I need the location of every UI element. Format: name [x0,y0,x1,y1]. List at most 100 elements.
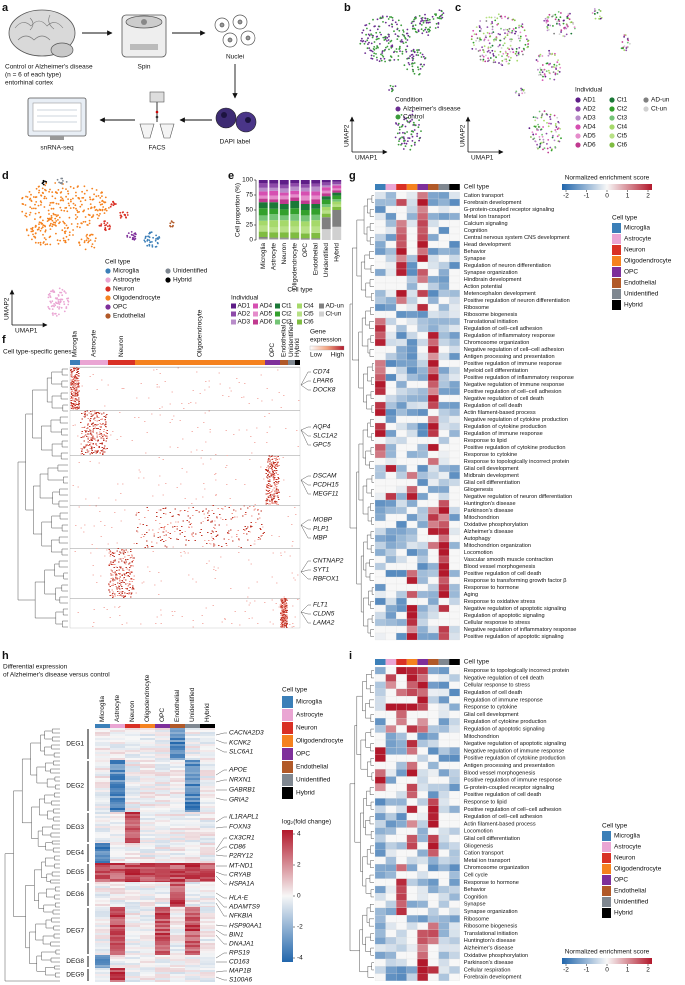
gene-connector [300,384,311,391]
expression-cell [106,436,108,438]
cell-dot [536,117,539,120]
enrichment-cell [374,681,386,689]
cell-dot [81,190,83,193]
cell-dot [57,189,60,191]
enrichment-cell [396,674,407,682]
expression-cell [72,408,74,410]
fold-change-cell [140,802,155,804]
cell-dot [391,25,394,28]
enrichment-cell [374,387,386,396]
expression-cell [228,506,231,508]
expression-cell [118,578,120,579]
expression-cell [270,474,273,476]
cell-dot [77,197,80,199]
dendrogram-branch [61,584,68,592]
cell-dot [148,239,151,242]
expression-cell [73,406,76,408]
cell-dot [47,219,50,222]
cell-dot [146,244,149,247]
enrichment-cell [374,520,386,529]
cell-dot [407,137,409,139]
expression-cell [199,532,202,534]
expression-cell [278,606,280,608]
expression-cell [275,603,277,605]
expression-cell [99,442,101,444]
enrichment-cell [406,457,418,466]
enrichment-cell [427,205,439,214]
expression-cell [131,592,133,594]
enrichment-cell [417,681,429,689]
heatmap-title: of Alzheimer's disease versus control [3,672,110,679]
expression-cell [278,491,280,493]
expression-cell [187,574,190,576]
step-label: Nuclei [226,54,244,61]
expression-cell [269,426,271,428]
cell-dot [404,36,406,39]
cell-dot [507,55,510,58]
legend-label: AD-un [651,97,670,104]
cell-dot [38,189,41,192]
fold-change-cell [200,802,215,804]
expression-cell [265,469,268,471]
enrichment-cell [449,590,460,599]
legend-marker [609,97,615,103]
fold-change-cell [95,796,110,798]
fold-change-cell [125,788,140,790]
enrichment-cell [406,450,418,459]
dendrogram-branch [369,573,374,581]
cell-dot [425,21,428,24]
expression-cell [129,562,131,564]
expression-cell [201,615,204,617]
expression-cell [89,376,92,378]
bar-segment [258,202,268,209]
cell-dot [88,240,90,243]
expression-cell [277,477,280,479]
expression-cell [265,501,267,503]
dendrogram-branch [370,531,374,539]
expression-cell [76,400,79,402]
enrichment-cell [396,359,407,368]
cell-dot [52,289,54,291]
expression-cell [275,492,277,494]
enrichment-cell [427,506,439,515]
expression-cell [71,376,73,378]
cell-dot [485,20,488,22]
expression-cell [238,382,240,383]
expression-cell [211,539,214,541]
fold-change-cell [110,788,125,790]
enrichment-cell [374,380,386,389]
cell-dot [420,24,423,26]
expression-cell [115,499,117,501]
expression-cell [99,433,102,435]
enrichment-cell [406,240,418,249]
expression-cell [249,531,252,533]
cell-dot [554,54,556,56]
expression-cell [280,601,283,603]
expression-cell [248,458,251,460]
cell-dot [21,210,24,213]
colorbar-label: High [331,352,345,359]
expression-cell [127,571,130,573]
expression-cell [100,437,103,439]
dendrogram-branch [371,962,374,971]
enrichment-cell [449,373,460,382]
fold-change-cell [95,750,110,752]
enrichment-cell [396,513,407,522]
enrichment-cell [374,625,386,634]
fold-change-cell [110,776,125,778]
dendrogram-branch [51,515,63,529]
enrichment-cell [417,352,429,361]
cell-dot [541,113,544,116]
cell-dot [47,296,50,299]
expression-cell [138,469,141,471]
enrichment-cell [385,394,397,403]
enrichment-cell [385,492,397,501]
enrichment-cell [385,576,397,585]
expression-cell [76,387,79,389]
expression-cell [158,456,161,458]
expression-cell [274,465,276,467]
cell-dot [416,51,419,54]
expression-cell [272,478,275,480]
term-label: Regulation of immune response [464,431,543,437]
expression-cell [234,479,237,481]
